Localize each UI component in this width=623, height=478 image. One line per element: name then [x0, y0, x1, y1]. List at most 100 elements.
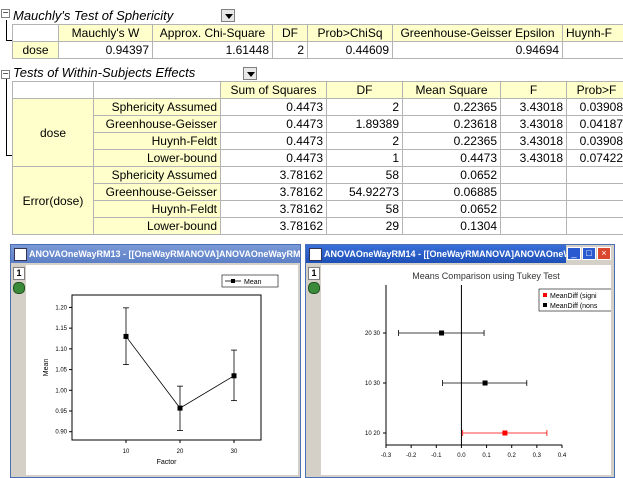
mauchly-cell[interactable]: 0.44609: [307, 41, 393, 59]
plot-area-2: Means Comparison using Tukey Test -0.3 -0.…: [321, 265, 620, 475]
mean-plot: 10 20 30 0.90 0.95 1.00 1.05 1.10 1.15 1.20 Factor…: [43, 274, 279, 466]
table-cell[interactable]: 0.4473: [220, 98, 327, 116]
collapse-mauchly-toggle[interactable]: −: [1, 8, 10, 18]
legend-label: Mean: [244, 279, 262, 286]
table-cell[interactable]: 0.4473: [220, 132, 327, 150]
graph-window-1[interactable]: ANOVAOneWayRM13 - [[OneWayRMANOVA]ANOVAO…: [10, 244, 301, 478]
table-cell[interactable]: 0.22365: [402, 98, 501, 116]
x-tick-label: 0.4: [558, 453, 567, 459]
row-label: Greenhouse-Geisser: [93, 115, 221, 133]
table-cell[interactable]: 1: [326, 149, 403, 167]
mauchly-cell[interactable]: [562, 41, 623, 59]
chart-title: Means Comparison using Tukey Test: [412, 271, 560, 281]
mean-diff-point: [482, 380, 488, 386]
table-cell[interactable]: 58: [326, 166, 403, 184]
table-cell[interactable]: [566, 166, 623, 184]
x-tick-label: 30: [231, 449, 238, 455]
table-cell[interactable]: 0.0652: [402, 200, 501, 218]
legend-box: [221, 274, 279, 288]
legend-label-nonsig: MeanDiff (nons: [550, 303, 598, 310]
table-cell[interactable]: 58: [326, 200, 403, 218]
table-cell[interactable]: 0.06885: [402, 183, 501, 201]
layer-1-button[interactable]: 1: [308, 267, 320, 280]
mauchly-header: DF: [272, 24, 308, 42]
table-cell[interactable]: [566, 183, 623, 201]
lock-icon[interactable]: [308, 282, 320, 294]
graph-app-icon: [14, 248, 27, 261]
mauchly-cell[interactable]: 1.61448: [152, 41, 273, 59]
mauchly-dropdown-button[interactable]: [221, 9, 235, 22]
table-cell[interactable]: 3.43018: [500, 115, 567, 133]
y-tick-label: 1.10: [55, 347, 67, 353]
layer-1-button[interactable]: 1: [13, 267, 25, 280]
lock-icon[interactable]: [13, 282, 25, 294]
table-cell[interactable]: 54.92273: [326, 183, 403, 201]
mauchly-cell[interactable]: 0.94397: [58, 41, 153, 59]
data-point: [123, 333, 129, 339]
table-cell[interactable]: 3.78162: [220, 183, 327, 201]
graph-window-2[interactable]: ANOVAOneWayRM14 - [[OneWayRMANOVA]ANOVAO…: [305, 244, 620, 478]
close-button[interactable]: ×: [597, 247, 611, 260]
legend-label-signif: MeanDiff (signi: [550, 293, 597, 300]
table-cell[interactable]: 0.03908: [566, 132, 623, 150]
table-cell[interactable]: 0.0652: [402, 166, 501, 184]
x-tick-label: 0.3: [533, 453, 542, 459]
graph-app-icon: [309, 248, 322, 261]
data-point: [177, 405, 183, 411]
table-cell[interactable]: 3.78162: [220, 217, 327, 235]
table-cell[interactable]: [566, 200, 623, 218]
graph-window-1-titlebar[interactable]: ANOVAOneWayRM13 - [[OneWayRMANOVA]ANOVAO…: [11, 245, 300, 263]
within-header: Mean Square: [402, 81, 501, 99]
row-label: Sphericity Assumed: [93, 166, 221, 184]
within-table: Sum of Squares DF Mean Square F Prob>F d…: [12, 81, 623, 235]
table-cell[interactable]: 0.4473: [402, 149, 501, 167]
minimize-button[interactable]: _: [567, 247, 581, 260]
row-label: Sphericity Assumed: [93, 98, 221, 116]
table-cell[interactable]: 0.04187: [566, 115, 623, 133]
table-cell[interactable]: 0.1304: [402, 217, 501, 235]
y-axis-label: Mean: [43, 359, 50, 377]
collapse-within-toggle[interactable]: −: [1, 69, 10, 79]
table-cell[interactable]: 2: [326, 132, 403, 150]
x-tick-label: 0.0: [457, 453, 466, 459]
mauchly-cell[interactable]: 0.94694: [392, 41, 563, 59]
table-cell[interactable]: [500, 200, 567, 218]
group-label-error: Error(dose): [12, 166, 94, 235]
table-cell[interactable]: 3.78162: [220, 166, 327, 184]
legend-marker-signif: [543, 293, 547, 297]
group-label-dose: dose: [12, 98, 94, 167]
table-cell[interactable]: 0.23618: [402, 115, 501, 133]
table-cell[interactable]: [500, 166, 567, 184]
table-cell[interactable]: [566, 217, 623, 235]
mauchly-table: Mauchly's W Approx. Chi-Square DF Prob>C…: [12, 24, 623, 59]
table-cell[interactable]: 2: [326, 98, 403, 116]
legend-marker: [231, 279, 235, 283]
x-tick-label: -0.3: [381, 453, 392, 459]
mauchly-cell[interactable]: 2: [272, 41, 308, 59]
maximize-button[interactable]: □: [582, 247, 596, 260]
table-cell[interactable]: 3.78162: [220, 200, 327, 218]
graph-window-2-titlebar[interactable]: ANOVAOneWayRM14 - [[OneWayRMANOVA]ANOVAO…: [306, 245, 566, 263]
mauchly-header: Huynh-F: [562, 24, 623, 42]
y-tick-label: 1.00: [55, 388, 67, 394]
within-header: Prob>F: [566, 81, 623, 99]
table-cell[interactable]: 3.43018: [500, 149, 567, 167]
mauchly-title: Mauchly's Test of Sphericity: [13, 8, 223, 25]
mean-diff-point: [502, 430, 508, 436]
table-cell[interactable]: 0.07422: [566, 149, 623, 167]
table-cell[interactable]: [500, 217, 567, 235]
table-cell[interactable]: 29: [326, 217, 403, 235]
table-cell[interactable]: 0.22365: [402, 132, 501, 150]
y-tick-label: 1.20: [55, 305, 67, 311]
mauchly-header: Mauchly's W: [58, 24, 153, 42]
table-cell[interactable]: 3.43018: [500, 132, 567, 150]
within-dropdown-button[interactable]: [243, 67, 257, 80]
table-cell[interactable]: 3.43018: [500, 98, 567, 116]
table-cell[interactable]: 0.4473: [220, 149, 327, 167]
table-cell[interactable]: 1.89389: [326, 115, 403, 133]
x-axis-label: Factor: [157, 459, 178, 466]
table-cell[interactable]: 0.03908: [566, 98, 623, 116]
mean-diff-point: [439, 330, 445, 336]
table-cell[interactable]: [500, 183, 567, 201]
table-cell[interactable]: 0.4473: [220, 115, 327, 133]
